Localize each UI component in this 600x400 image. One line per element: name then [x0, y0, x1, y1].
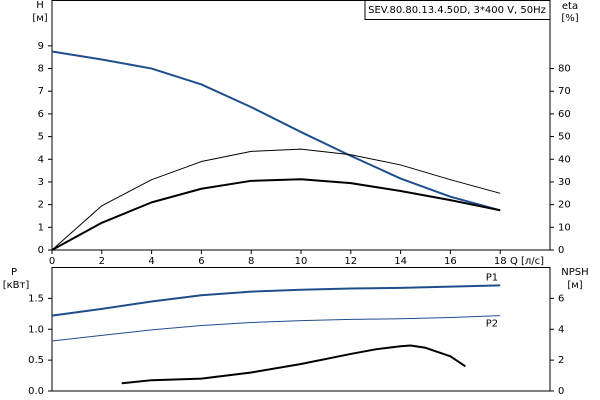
- y2-label: NPSH: [561, 267, 588, 278]
- y-tick-label: 4: [38, 154, 44, 165]
- y2-tick-label: 30: [558, 177, 571, 188]
- y2-tick-label: 10: [558, 222, 571, 233]
- y-tick-label: 6: [38, 109, 44, 120]
- y2-tick-label: 6: [558, 293, 564, 304]
- y-tick-label: 0.5: [28, 355, 44, 366]
- y2-tick-label: 4: [558, 324, 564, 335]
- x-label: Q [л/с]: [510, 256, 544, 267]
- x-tick-label: 12: [344, 256, 357, 267]
- curve: [51, 178, 501, 251]
- curve: [51, 284, 501, 317]
- y2-unit: [%]: [561, 13, 578, 24]
- y-tick-label: 3: [38, 177, 44, 188]
- curve: [121, 344, 466, 385]
- y-label: P: [11, 267, 17, 278]
- y-tick-label: 7: [38, 86, 44, 97]
- y-unit: [кВт]: [3, 280, 30, 291]
- y-tick-label: 1: [38, 222, 44, 233]
- x-tick-label: 2: [99, 256, 105, 267]
- y2-tick-label: 0: [558, 386, 564, 397]
- x-tick-label: 14: [394, 256, 407, 267]
- x-tick-label: 0: [49, 256, 55, 267]
- y-tick-label: 5: [38, 132, 44, 143]
- chart-title: SEV.80.80.13.4.50D, 3*400 V, 50Hz: [368, 5, 546, 16]
- y2-tick-label: 2: [558, 355, 564, 366]
- y-label: H: [36, 0, 44, 11]
- y-tick-label: 1.5: [28, 293, 44, 304]
- curve: [51, 148, 501, 251]
- y2-tick-label: 20: [558, 200, 571, 211]
- y2-tick-label: 60: [558, 109, 571, 120]
- y2-unit: [м]: [567, 280, 582, 291]
- y2-tick-label: 80: [558, 64, 571, 75]
- series-label: P1: [486, 272, 498, 283]
- x-tick-label: 18: [494, 256, 507, 267]
- x-tick-label: 8: [248, 256, 254, 267]
- y2-tick-label: 40: [558, 154, 571, 165]
- y-tick-label: 0: [38, 245, 44, 256]
- x-tick-label: 16: [444, 256, 457, 267]
- y-unit: [м]: [32, 13, 47, 24]
- y-tick-label: 9: [38, 41, 44, 52]
- y2-tick-label: 70: [558, 86, 571, 97]
- series-label: P2: [486, 319, 498, 330]
- y-tick-label: 1.0: [28, 324, 44, 335]
- curve: [51, 50, 501, 212]
- y-tick-label: 0.0: [28, 386, 44, 397]
- y-tick-label: 2: [38, 200, 44, 211]
- x-tick-label: 6: [198, 256, 204, 267]
- x-tick-label: 4: [148, 256, 154, 267]
- y2-tick-label: 50: [558, 132, 571, 143]
- y2-label: eta: [562, 1, 578, 12]
- y-tick-label: 8: [38, 64, 44, 75]
- x-tick-label: 10: [295, 256, 308, 267]
- curve: [51, 315, 501, 342]
- y2-tick-label: 0: [558, 245, 564, 256]
